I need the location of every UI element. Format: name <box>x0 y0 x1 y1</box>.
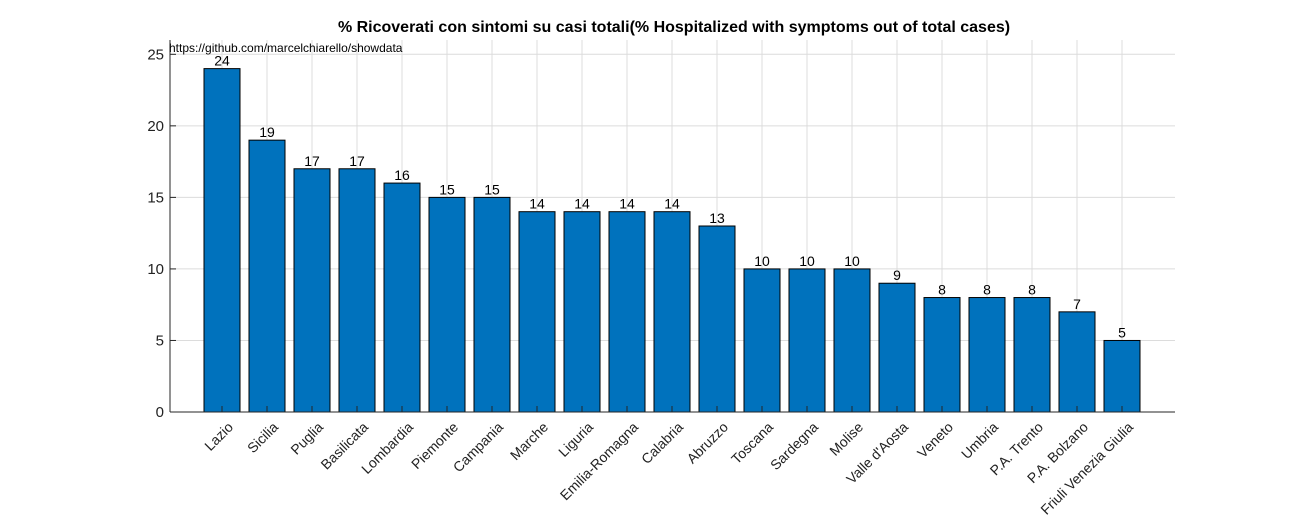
y-tick-label: 20 <box>147 118 164 135</box>
bar-6 <box>473 196 511 413</box>
data-label: 14 <box>619 196 635 212</box>
x-tick-label: Abruzzo <box>683 419 731 467</box>
x-tick-label: Umbria <box>958 419 1001 462</box>
bar-20 <box>1103 339 1141 413</box>
data-label: 14 <box>574 196 590 212</box>
bar-8 <box>563 211 601 413</box>
data-label: 8 <box>1028 282 1036 298</box>
data-label: 15 <box>439 181 455 197</box>
data-label: 10 <box>799 253 815 269</box>
data-label: 14 <box>664 196 680 212</box>
bar-14 <box>833 268 871 413</box>
axes <box>169 40 1175 413</box>
data-label: 10 <box>844 253 860 269</box>
data-label: 14 <box>529 196 545 212</box>
y-tick-label: 0 <box>156 404 164 421</box>
data-label: 7 <box>1073 296 1081 312</box>
bars <box>203 68 1141 413</box>
bar-16 <box>923 297 961 413</box>
x-tick-label: Campania <box>450 419 507 476</box>
x-tick-label: Emilia-Romagna <box>557 419 642 504</box>
x-tick-label: Sardegna <box>767 419 821 473</box>
data-label: 19 <box>259 124 275 140</box>
bar-4 <box>383 182 421 413</box>
chart-title: % Ricoverati con sintomi su casi totali(… <box>338 19 1010 36</box>
y-tick-labels: 0 5 10 15 20 25 <box>147 46 164 421</box>
bar-10 <box>653 211 691 413</box>
data-label: 17 <box>304 153 320 169</box>
bar-12 <box>743 268 781 413</box>
bar-5 <box>428 196 466 413</box>
x-tick-label: Liguria <box>555 419 596 460</box>
bar-15 <box>878 282 916 413</box>
x-tick-label: Puglia <box>287 419 326 458</box>
bar-3 <box>338 168 376 413</box>
data-label: 16 <box>394 167 410 183</box>
data-label: 15 <box>484 181 500 197</box>
y-tick-label: 25 <box>147 46 164 63</box>
bar-18 <box>1013 297 1051 413</box>
bar-1 <box>248 139 286 413</box>
bar-17 <box>968 297 1006 413</box>
x-tick-label: Sicilia <box>244 419 281 456</box>
bar-9 <box>608 211 646 413</box>
data-label: 9 <box>893 267 901 283</box>
bar-0 <box>203 68 241 413</box>
bar-11 <box>698 225 736 413</box>
data-labels: 24 19 17 17 16 15 15 14 14 14 14 13 10 10 10 9 8 8 8 7 5 <box>214 53 1126 341</box>
source-annotation: https://github.com/marcelchiarello/showd… <box>169 41 403 55</box>
data-label: 10 <box>754 253 770 269</box>
x-tick-label: Calabria <box>638 419 686 467</box>
data-label: 17 <box>349 153 365 169</box>
y-tick-label: 10 <box>147 261 164 278</box>
data-label: 8 <box>983 282 991 298</box>
bar-7 <box>518 211 556 413</box>
data-label: 13 <box>709 210 725 226</box>
data-label: 24 <box>214 53 230 69</box>
bar-19 <box>1058 311 1096 413</box>
bar-2 <box>293 168 331 413</box>
x-tick-label: Marche <box>507 419 551 463</box>
y-tick-label: 5 <box>156 332 164 349</box>
data-label: 5 <box>1118 324 1126 340</box>
data-label: 8 <box>938 282 946 298</box>
bar-13 <box>788 268 826 413</box>
x-tick-label: Molise <box>826 419 866 459</box>
x-tick-labels: Lazio Sicilia PugliaBasilicataLombardiaPie… <box>201 419 1136 518</box>
y-tick-label: 15 <box>147 189 164 206</box>
x-tick-label: Lazio <box>201 419 236 454</box>
x-tick-label: Veneto <box>914 419 956 461</box>
